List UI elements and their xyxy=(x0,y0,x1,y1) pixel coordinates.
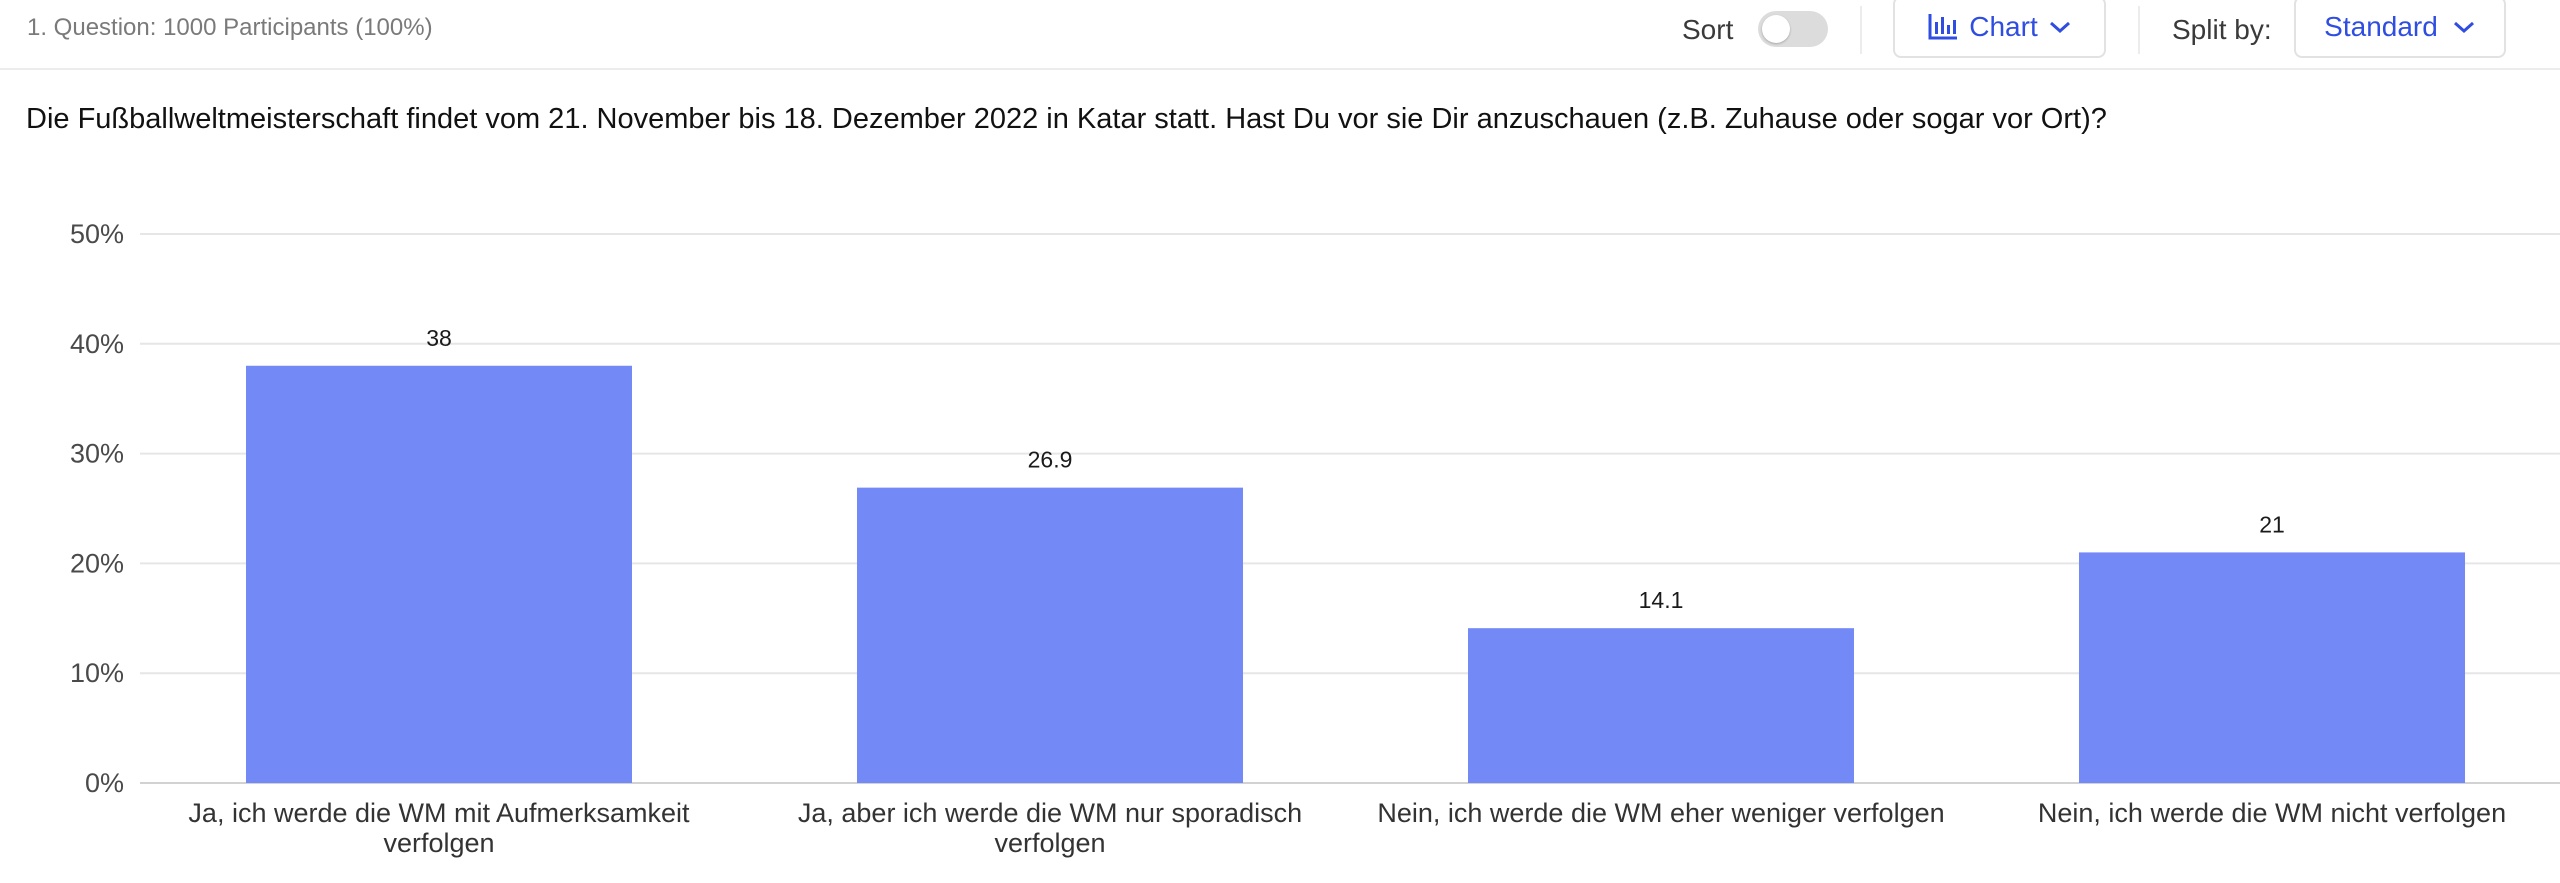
chevron-down-icon xyxy=(2048,19,2072,35)
chart-button-label: Chart xyxy=(1969,11,2038,42)
split-by-label: Split by: xyxy=(2172,14,2272,45)
toolbar-divider xyxy=(1860,6,1862,54)
question-meta: 1. Question: 1000 Participants (100%) xyxy=(27,14,433,41)
y-tick-label: 30% xyxy=(70,439,124,469)
y-tick-label: 40% xyxy=(70,329,124,359)
question-title: Die Fußballweltmeisterschaft findet vom … xyxy=(26,103,2107,135)
y-tick-label: 0% xyxy=(85,768,124,798)
split-by-dropdown[interactable]: Standard xyxy=(2294,0,2506,58)
y-tick-label: 20% xyxy=(70,548,124,578)
y-tick-label: 50% xyxy=(70,219,124,249)
bar xyxy=(246,365,632,783)
x-category-label: Nein, ich werde die WM nicht verfolgen xyxy=(2038,798,2506,828)
x-category-label: Nein, ich werde die WM eher weniger verf… xyxy=(1377,798,1944,828)
x-category-label: verfolgen xyxy=(994,828,1105,858)
sort-label: Sort xyxy=(1682,14,1734,45)
split-by-value: Standard xyxy=(2324,11,2438,42)
y-tick-label: 10% xyxy=(70,658,124,688)
bar xyxy=(857,487,1243,783)
x-category-label: Ja, aber ich werde die WM nur sporadisch xyxy=(798,798,1302,828)
chevron-down-icon xyxy=(2452,19,2476,35)
sort-toggle-knob xyxy=(1762,15,1790,43)
bar-value-label: 21 xyxy=(2259,511,2285,537)
bar xyxy=(2079,552,2465,783)
sort-toggle[interactable] xyxy=(1758,11,1828,47)
x-category-label: Ja, ich werde die WM mit Aufmerksamkeit xyxy=(188,798,690,828)
x-category-label: verfolgen xyxy=(383,828,494,858)
chart-type-dropdown[interactable]: Chart xyxy=(1893,0,2106,58)
bar-value-label: 14.1 xyxy=(1639,587,1684,613)
toolbar: 1. Question: 1000 Participants (100%) So… xyxy=(0,0,2560,70)
bar-chart: 0% 10% 20% 30% 40% 50% 38 Ja, ich werde die WM … xyxy=(70,219,2560,858)
bar-chart-icon xyxy=(1927,12,1959,42)
bar-value-label: 38 xyxy=(426,325,452,351)
bar xyxy=(1468,628,1854,783)
bar-value-label: 26.9 xyxy=(1028,447,1073,473)
toolbar-divider xyxy=(2138,6,2140,54)
